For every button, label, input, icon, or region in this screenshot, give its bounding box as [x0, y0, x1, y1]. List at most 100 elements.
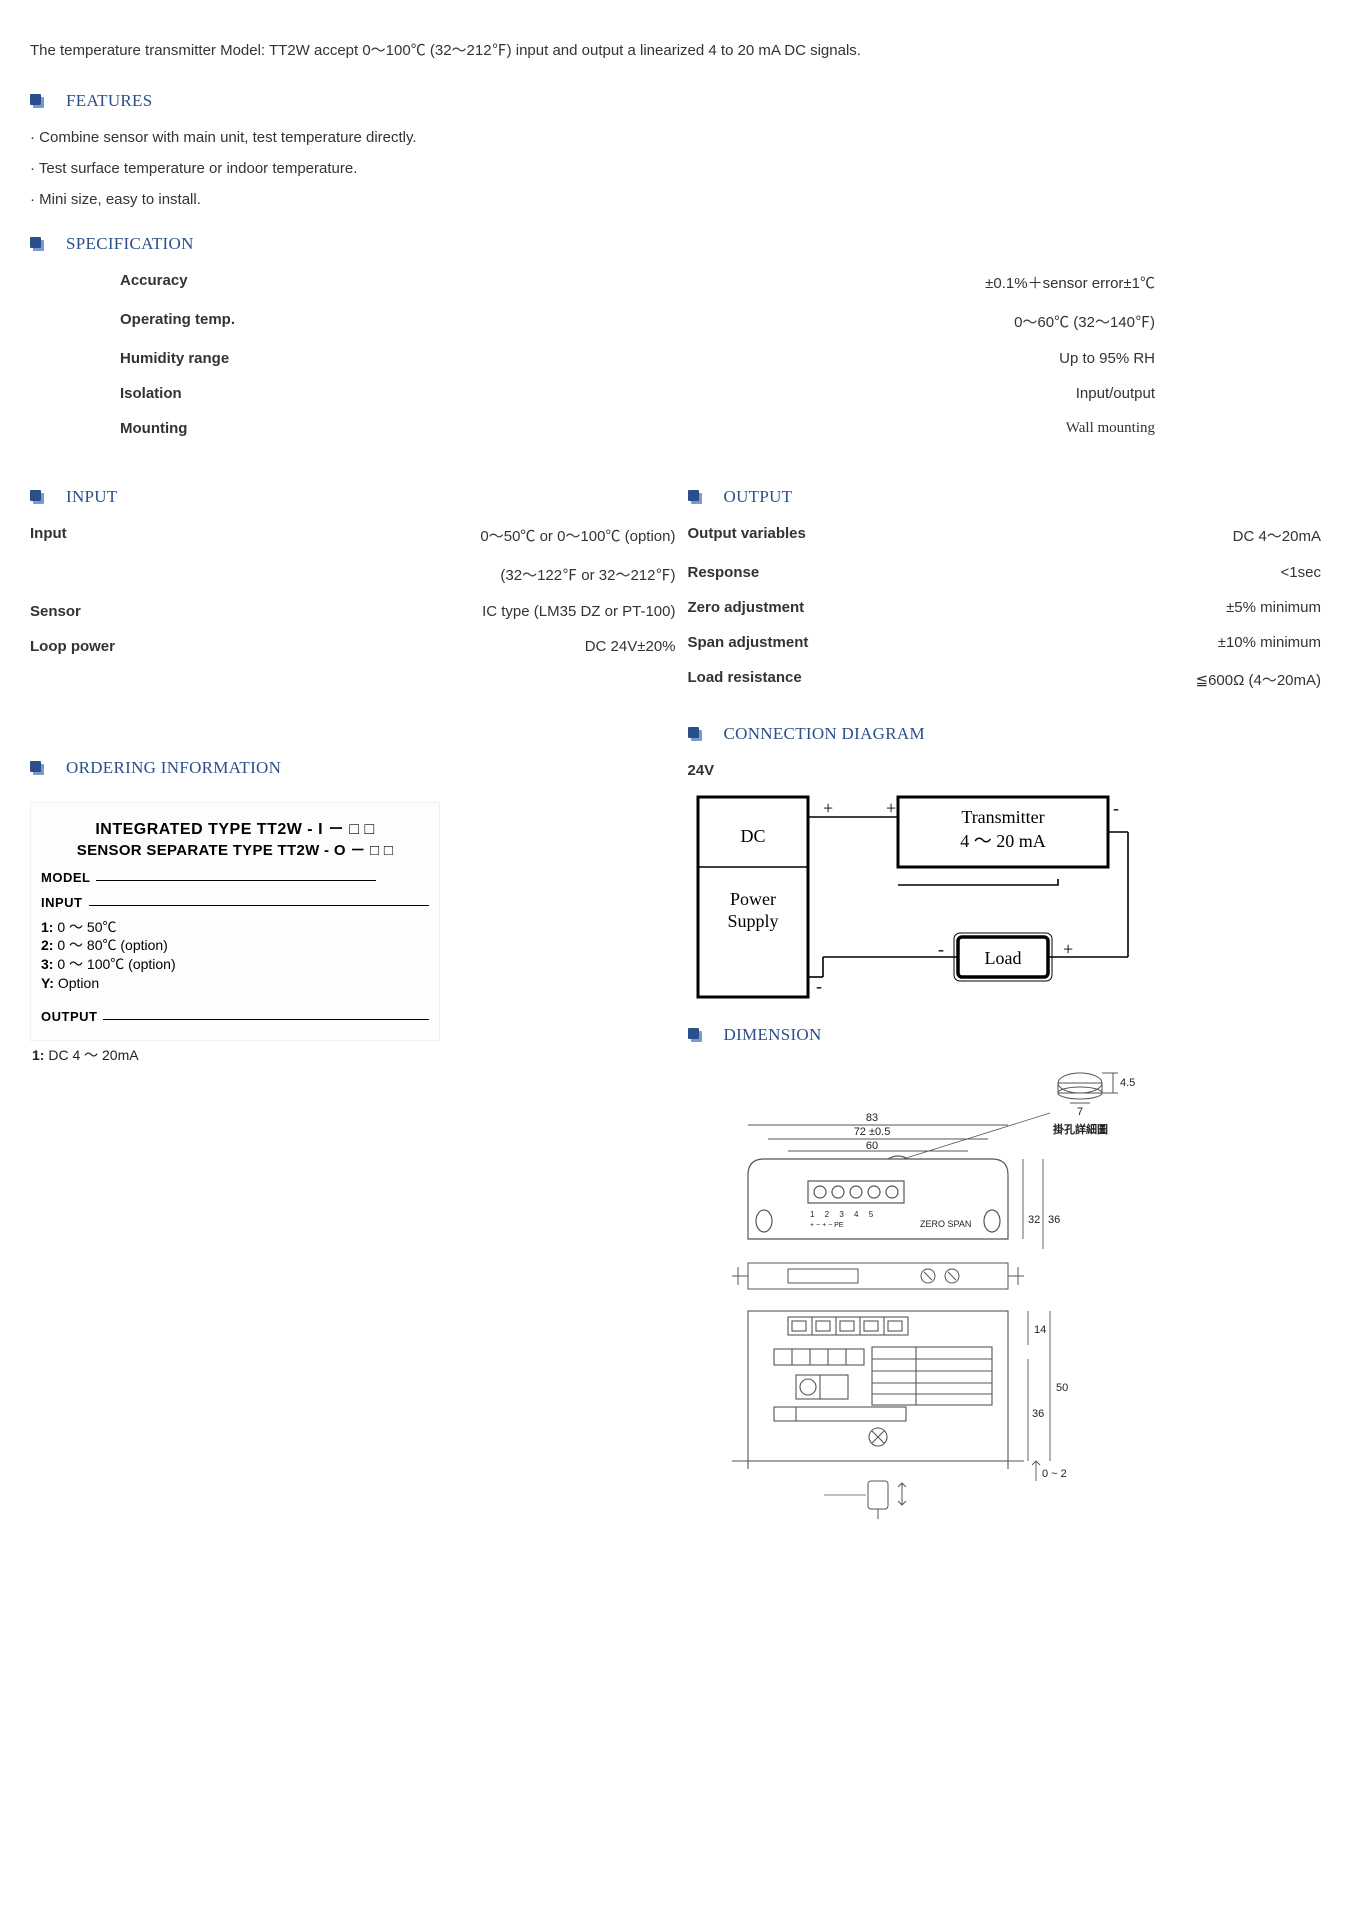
svg-text:36: 36 — [1048, 1214, 1060, 1226]
svg-text:4 ~ 20 mA: 4 ~ 20 mA — [920, 1376, 952, 1383]
svg-text:7: 7 — [1077, 1106, 1083, 1118]
rule-line — [89, 905, 430, 906]
ordering-opt: 2: 0 ～ 80℃ (option) — [41, 936, 429, 955]
svg-text:1 2 3 4 5: 1 2 3 4 5 — [778, 1353, 894, 1363]
dimension-svg: 4.5 7 掛孔詳細圖 83 72 ±0.5 60 — [688, 1063, 1158, 1543]
io-label: Span adjustment — [688, 634, 809, 651]
io-value: 0～50℃ or 0～100℃ (option) — [480, 525, 675, 546]
svg-text:偵測器: 偵測器 — [783, 1487, 821, 1502]
sign-plus: + — [1063, 939, 1073, 959]
section-title-ordering: ORDERING INFORMATION — [66, 758, 281, 778]
svg-text:−: − — [780, 1385, 786, 1396]
io-value: ±10% minimum — [1218, 634, 1321, 651]
ordering-model-row: MODEL — [41, 870, 429, 885]
conn-supply: Supply — [727, 911, 778, 931]
svg-text:1 2 3 4 5: 1 2 3 4 5 — [810, 1210, 877, 1219]
features-list: · Combine sensor with main unit, test te… — [30, 129, 1321, 208]
svg-text:DC 24V±10%: DC 24V±10% — [920, 1387, 962, 1394]
feature-item: · Test surface temperature or indoor tem… — [30, 160, 1321, 177]
io-value: ±5% minimum — [1226, 599, 1321, 616]
voltage-label: 24V — [688, 762, 1322, 779]
svg-text:72 ±0.5: 72 ±0.5 — [853, 1126, 890, 1138]
connection-svg: DC Power Supply Transmitter 4 ～ 20 mA Lo… — [688, 787, 1138, 1017]
svg-text:60: 60 — [865, 1140, 877, 1152]
conn-dc: DC — [740, 826, 765, 846]
spec-value: 0～60℃ (32～140℉) — [1014, 311, 1155, 332]
spec-label: Accuracy — [120, 272, 188, 293]
svg-text:掛孔詳細圖: 掛孔詳細圖 — [1053, 1122, 1108, 1136]
output-column: OUTPUT Output variables DC 4～20mA Respon… — [676, 477, 1322, 708]
spec-value: ±0.1%＋sensor error±1℃ — [985, 272, 1155, 293]
spec-row: Mounting Wall mounting — [120, 420, 1155, 437]
svg-text:MODEL: MODEL — [876, 1352, 901, 1359]
section-output: OUTPUT — [688, 487, 1322, 507]
section-title-features: FEATURES — [66, 91, 152, 111]
ordering-output-row: OUTPUT — [41, 1009, 429, 1024]
section-title-connection: CONNECTION DIAGRAM — [724, 724, 925, 744]
ordering-output-label: OUTPUT — [41, 1009, 97, 1024]
sign-plus: + — [886, 798, 896, 818]
section-icon — [688, 727, 702, 741]
ordering-input-options: 1: 1: 0 ～ 50℃0 ～ 50℃ 2: 0 ～ 80℃ (option)… — [41, 918, 429, 994]
svg-text:AUX POWER: AUX POWER — [876, 1388, 913, 1394]
io-row: Input 0～50℃ or 0～100℃ (option) — [30, 525, 676, 546]
section-icon — [30, 490, 44, 504]
io-value: DC 24V±20% — [585, 638, 676, 655]
section-connection: CONNECTION DIAGRAM — [688, 724, 1322, 744]
spec-value: Input/output — [1076, 385, 1155, 402]
io-label: Response — [688, 564, 760, 581]
io-value: IC type (LM35 DZ or PT-100) — [482, 603, 675, 620]
svg-text:2002. 05: 2002. 05 — [822, 1389, 846, 1395]
spec-label: Operating temp. — [120, 311, 235, 332]
io-value: ≦600Ω (4～20mA) — [1196, 669, 1322, 690]
sign-plus: + — [823, 798, 833, 818]
svg-text:RANGE: RANGE — [876, 1364, 901, 1371]
io-row: Response <1sec — [688, 564, 1322, 581]
svg-text:SN: SN — [779, 1410, 790, 1419]
svg-text:14: 14 — [1034, 1324, 1046, 1336]
ordering-model-label: MODEL — [41, 870, 90, 885]
svg-text:36: 36 — [1032, 1408, 1044, 1420]
svg-text:0 ~ 2mm: 0 ~ 2mm — [912, 1490, 955, 1502]
section-icon — [688, 490, 702, 504]
sign-minus: - — [938, 939, 944, 959]
svg-text:CHITAI ELECTRONIC CORP: CHITAI ELECTRONIC CORP — [876, 1399, 955, 1405]
io-label: Loop power — [30, 638, 115, 655]
svg-text:32: 32 — [1028, 1214, 1040, 1226]
spec-row: Operating temp. 0～60℃ (32～140℉) — [120, 311, 1155, 332]
section-input: INPUT — [30, 487, 676, 507]
sign-minus: - — [1113, 798, 1119, 818]
spec-label: Mounting — [120, 420, 187, 437]
conn-range: 4 ～ 20 mA — [960, 831, 1046, 851]
spec-value: Wall mounting — [1066, 420, 1155, 437]
feature-item: · Combine sensor with main unit, test te… — [30, 129, 1321, 146]
io-label: Input — [30, 525, 67, 546]
diagrams-column: CONNECTION DIAGRAM 24V — [676, 748, 1322, 1547]
spec-row: Accuracy ±0.1%＋sensor error±1℃ — [120, 272, 1155, 293]
conn-transmitter: Transmitter — [961, 807, 1044, 827]
spec-table: Accuracy ±0.1%＋sensor error±1℃ Operating… — [120, 272, 1155, 437]
spec-row: Humidity range Up to 95% RH — [120, 350, 1155, 367]
spec-row: Isolation Input/output — [120, 385, 1155, 402]
ordering-column: ORDERING INFORMATION INTEGRATED TYPE TT2… — [30, 748, 676, 1066]
io-value: (32～122℉ or 32～212℉) — [500, 564, 675, 585]
input-column: INPUT Input 0～50℃ or 0～100℃ (option) (32… — [30, 477, 676, 708]
svg-text:+ − + − PE: + − + − PE — [810, 1222, 844, 1229]
svg-text:(OPTION): (OPTION) — [784, 1504, 820, 1513]
svg-text:DATE: DATE — [824, 1379, 840, 1385]
section-title-spec: SPECIFICATION — [66, 234, 194, 254]
spec-label: Isolation — [120, 385, 182, 402]
ordering-box: INTEGRATED TYPE TT2W - I － □ □ SENSOR SE… — [30, 802, 440, 1042]
ordering-opt: Y: Option — [41, 974, 429, 993]
ordering-opt: 3: 0 ～ 100℃ (option) — [41, 955, 429, 974]
io-label: Load resistance — [688, 669, 802, 690]
spec-value: Up to 95% RH — [1059, 350, 1155, 367]
io-row: Load resistance ≦600Ω (4～20mA) — [688, 669, 1322, 690]
io-columns: INPUT Input 0～50℃ or 0～100℃ (option) (32… — [30, 477, 1321, 708]
section-icon — [688, 1028, 702, 1042]
svg-text:0480T - 005: 0480T - 005 — [808, 1410, 852, 1419]
io-label: Zero adjustment — [688, 599, 805, 616]
section-icon — [30, 761, 44, 775]
io-label: Output variables — [688, 525, 806, 546]
rule-line — [96, 880, 376, 881]
